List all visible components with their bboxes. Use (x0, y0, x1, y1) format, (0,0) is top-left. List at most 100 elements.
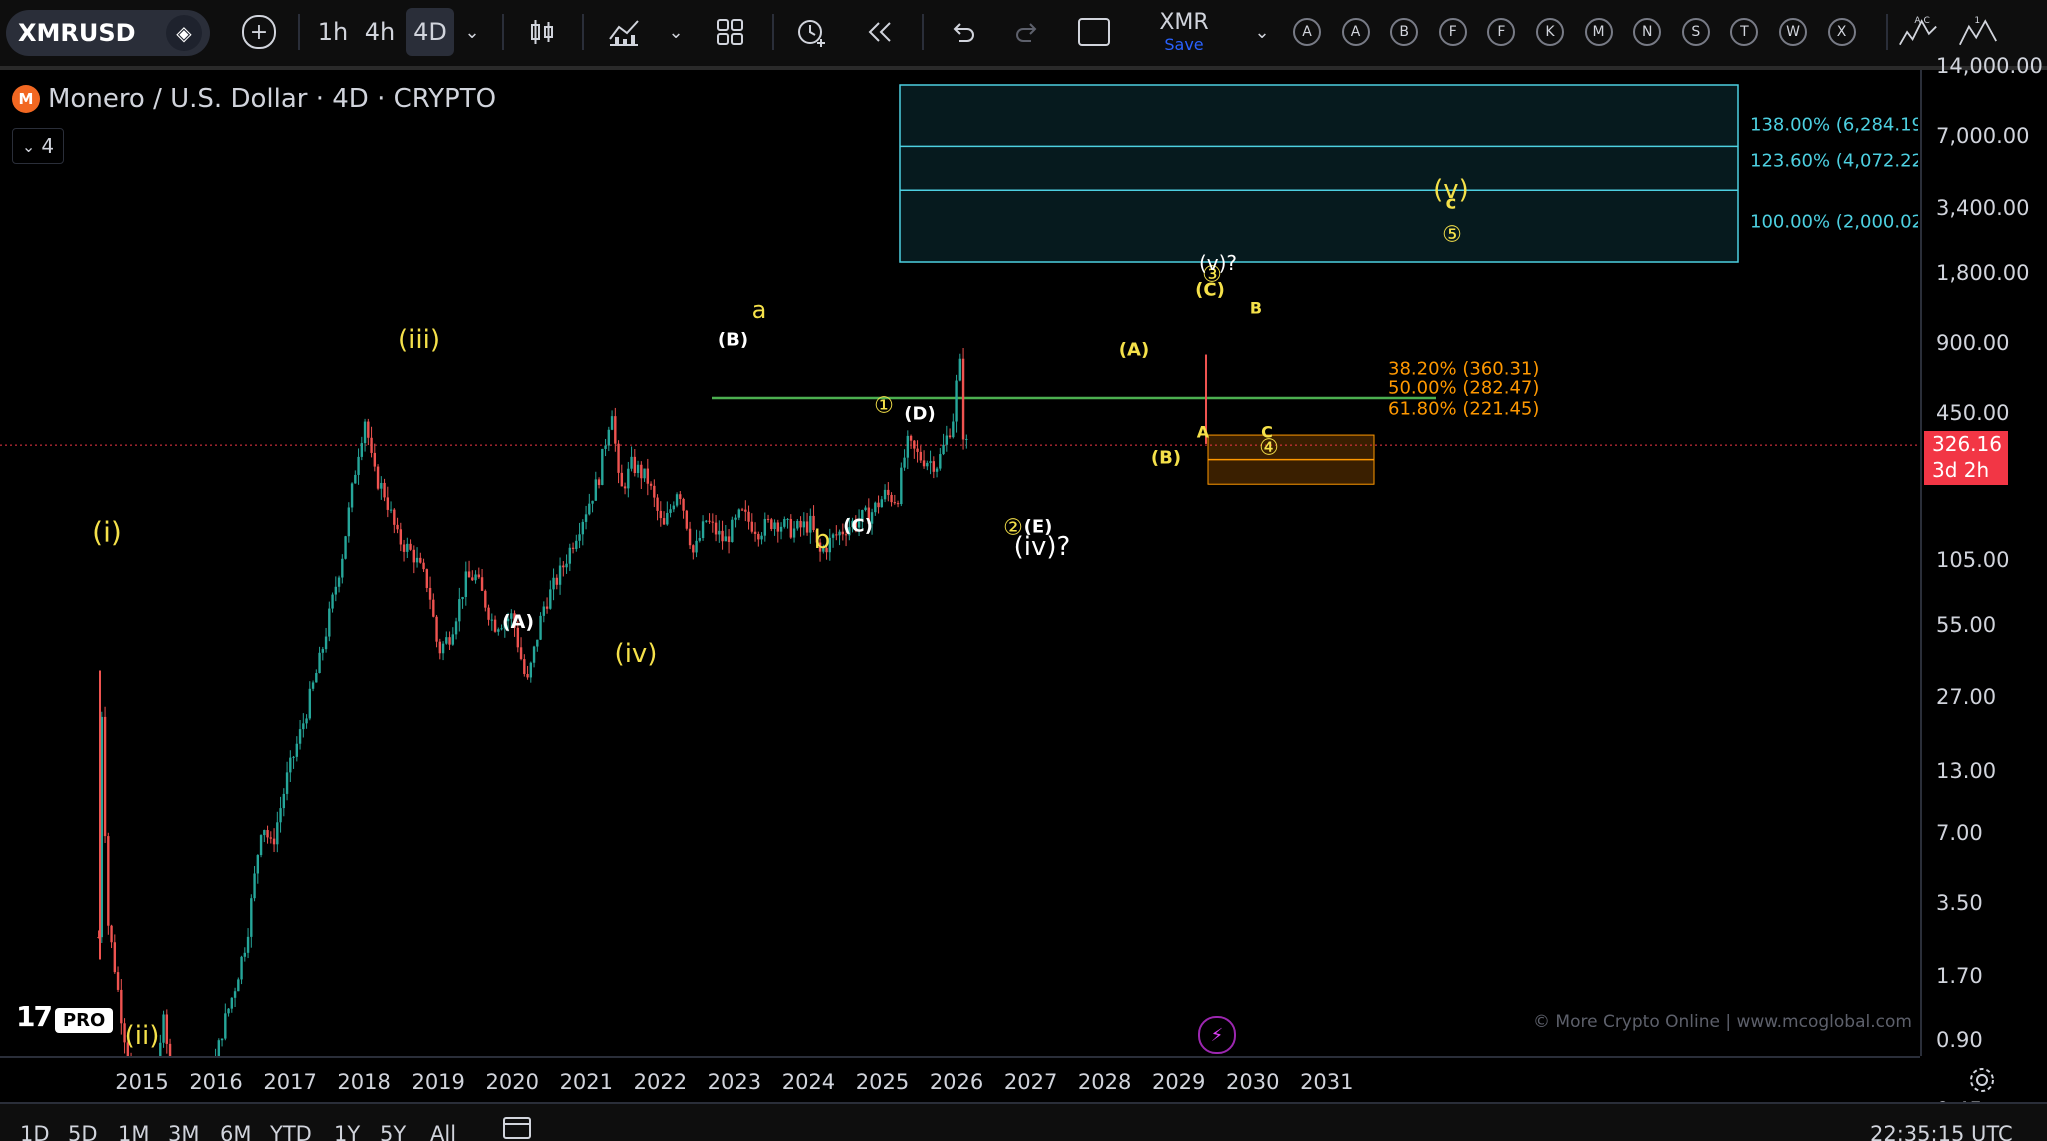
lightning-icon[interactable]: ⚡ (1198, 1016, 1236, 1054)
add-symbol-button[interactable]: + (238, 8, 280, 56)
alert-m-button[interactable]: M (1584, 18, 1613, 46)
candle-body (913, 440, 916, 449)
chevron-down-icon[interactable]: ⌄ (1254, 21, 1270, 43)
candle-body (877, 502, 880, 508)
alert-b-button[interactable]: B (1390, 18, 1419, 46)
wave-label[interactable]: ① (874, 393, 894, 419)
wave-label[interactable]: c (1445, 192, 1457, 214)
wave-label[interactable]: C (1261, 422, 1273, 442)
wave-label[interactable]: (B) (1150, 447, 1182, 469)
wave-label[interactable]: (v) (1433, 175, 1469, 205)
wave-label[interactable]: a (751, 296, 767, 324)
candle-body (578, 534, 581, 541)
time-tick-label: 2021 (559, 1070, 614, 1094)
range-all[interactable]: All (430, 1122, 457, 1141)
range-5d[interactable]: 5D (68, 1122, 98, 1141)
symbol-search[interactable]: XMRUSD ◈ (6, 10, 210, 56)
wave-label[interactable]: (A) (1118, 339, 1150, 361)
alert-x-button[interactable]: X (1827, 18, 1856, 46)
alert-a-button[interactable]: A (1341, 18, 1370, 46)
candle-body (597, 479, 601, 485)
candle-body (282, 793, 286, 809)
wave-label[interactable]: ③ (1202, 262, 1222, 288)
range-1d[interactable]: 1D (20, 1122, 50, 1141)
alert-s-button[interactable]: S (1681, 18, 1710, 46)
range-1y[interactable]: 1Y (334, 1122, 361, 1141)
undo-icon[interactable] (944, 8, 980, 56)
chart-settings-icon[interactable] (1968, 1066, 1996, 1101)
chart-pane[interactable] (0, 70, 1920, 1056)
range-ytd[interactable]: YTD (270, 1122, 312, 1141)
candle-body (685, 510, 689, 529)
alert-a-button[interactable]: A (1293, 18, 1321, 46)
wave-label[interactable]: (B) (717, 329, 749, 351)
timeframe-4h[interactable]: 4h (364, 18, 396, 46)
wave-label[interactable]: (E) (1023, 516, 1053, 538)
fullscreen-icon[interactable] (1074, 8, 1114, 56)
candle-body (896, 503, 900, 505)
wave-label[interactable]: B (1249, 298, 1263, 318)
candlestick-icon[interactable] (524, 8, 560, 56)
chevron-down-icon[interactable]: ⌄ (464, 21, 480, 43)
candle-body (230, 997, 234, 1009)
wave-label[interactable]: (D) (904, 403, 936, 425)
candle-body (386, 497, 390, 510)
candle-body (298, 729, 302, 744)
wave-label[interactable]: (v)? (1198, 251, 1238, 275)
alert-clock-icon[interactable] (792, 8, 832, 56)
tradingview-logo[interactable]: 17 PRO (16, 1000, 114, 1033)
candle-body (168, 1043, 172, 1056)
candle-body (370, 437, 373, 453)
wave-label[interactable]: (ii) (124, 1021, 160, 1051)
wave-label[interactable]: b (813, 525, 831, 555)
watchlist-save-button[interactable]: XMR Save (1158, 10, 1210, 54)
wave-label[interactable]: ⑤ (1442, 222, 1462, 248)
candle-body (688, 528, 692, 546)
candle-body (233, 991, 237, 998)
candle-body (337, 577, 341, 587)
wave-label[interactable]: (i) (92, 515, 122, 549)
candle-body (796, 520, 799, 529)
price-axis[interactable]: 14,000.00 7,000.00 3,400.00 1,800.00 900.00 4… (1920, 54, 2047, 1122)
wave-label[interactable]: (A) (501, 611, 535, 633)
wave-label[interactable]: (iii) (398, 325, 440, 355)
alert-w-button[interactable]: W (1779, 18, 1807, 46)
alert-n-button[interactable]: N (1633, 18, 1662, 46)
candle-body (289, 757, 292, 773)
indicator-collapse-button[interactable]: ⌄ 4 (12, 128, 64, 164)
wave-number-tool-icon[interactable]: 1 (1958, 8, 1998, 56)
candle-body (870, 512, 874, 524)
wave-label[interactable]: A (1196, 422, 1210, 442)
timeframe-4d[interactable]: 4D (406, 8, 454, 56)
compare-icon[interactable]: ◈ (166, 15, 202, 51)
redo-icon[interactable] (1010, 8, 1046, 56)
chevron-down-icon[interactable]: ⌄ (668, 21, 684, 43)
candle-body (285, 772, 289, 794)
wave-label[interactable]: (C) (1195, 279, 1225, 301)
wave-tool-icon[interactable]: A C (1898, 8, 1938, 56)
replay-icon[interactable] (862, 8, 898, 56)
alert-f-button[interactable]: F (1487, 18, 1516, 46)
wave-label[interactable]: (iv) (614, 639, 658, 669)
calendar-icon[interactable] (502, 1114, 532, 1141)
candle-body (864, 507, 867, 511)
indicators-icon[interactable] (604, 8, 644, 56)
alert-k-button[interactable]: K (1536, 18, 1564, 46)
price-chart[interactable] (0, 70, 1920, 1056)
wave-label[interactable]: ④ (1259, 435, 1279, 461)
alert-f-button[interactable]: F (1438, 18, 1467, 46)
clock-display[interactable]: 22:35:15 UTC (1870, 1122, 2013, 1141)
range-6m[interactable]: 6M (220, 1122, 252, 1141)
wave-label[interactable]: ② (1003, 515, 1023, 541)
range-3m[interactable]: 3M (168, 1122, 200, 1141)
timeframe-1h[interactable]: 1h (317, 18, 349, 46)
candle-body (471, 577, 474, 581)
range-1m[interactable]: 1M (118, 1122, 150, 1141)
alert-t-button[interactable]: T (1730, 18, 1759, 46)
candle-body (721, 530, 724, 542)
wave-label[interactable]: (C) (843, 515, 873, 537)
layout-grid-icon[interactable] (712, 8, 748, 56)
time-axis[interactable]: 2015 2016 2017 2018 2019 2020 2021 2022 2023 2024… (0, 1056, 1920, 1104)
wave-label[interactable]: (iv)? (1013, 532, 1071, 562)
range-5y[interactable]: 5Y (380, 1122, 407, 1141)
